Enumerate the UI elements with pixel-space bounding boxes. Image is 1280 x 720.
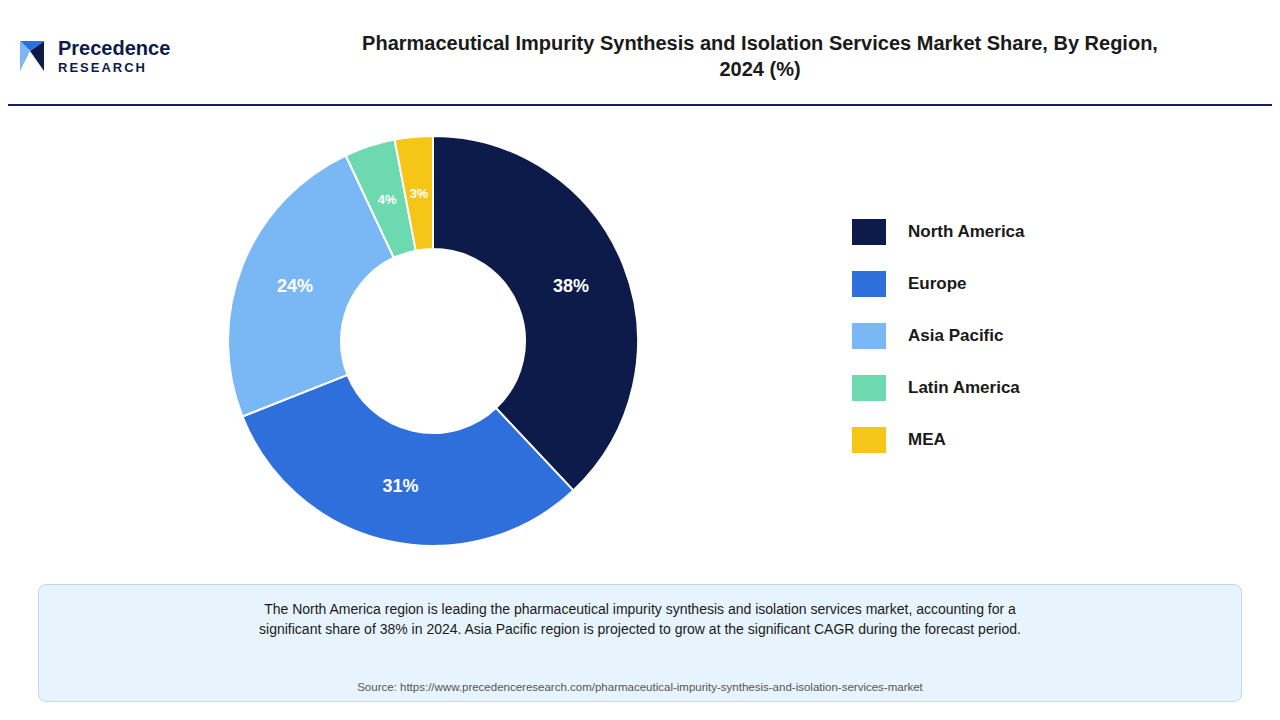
html-text:Europe: Europe: [908, 274, 967, 293]
svg-text:31%: 31%: [383, 476, 419, 496]
html-text:2024 (%): 2024 (%): [719, 58, 801, 80]
svg-text:3%: 3%: [410, 186, 429, 201]
html-text:Asia Pacific: Asia Pacific: [908, 326, 1004, 345]
html-text:Source: https://www.precedence: Source: https://www.precedenceresearch.c…: [357, 681, 923, 693]
html-text:The North America region is le: The North America region is leading the …: [259, 601, 1021, 638]
html-text:North America: North America: [908, 222, 1025, 241]
svg-text:38%: 38%: [553, 276, 589, 296]
html-text:Pharmaceutical Impurity Synthe: Pharmaceutical Impurity Synthesis and Is…: [362, 32, 1158, 54]
html-text:Precedence: Precedence: [58, 37, 171, 59]
svg-text:4%: 4%: [378, 192, 397, 207]
html-text:RESEARCH: RESEARCH: [58, 60, 147, 75]
html-text:MEA: MEA: [908, 430, 946, 449]
svg-text:24%: 24%: [277, 276, 313, 296]
html-text:Latin America: Latin America: [908, 378, 1020, 397]
